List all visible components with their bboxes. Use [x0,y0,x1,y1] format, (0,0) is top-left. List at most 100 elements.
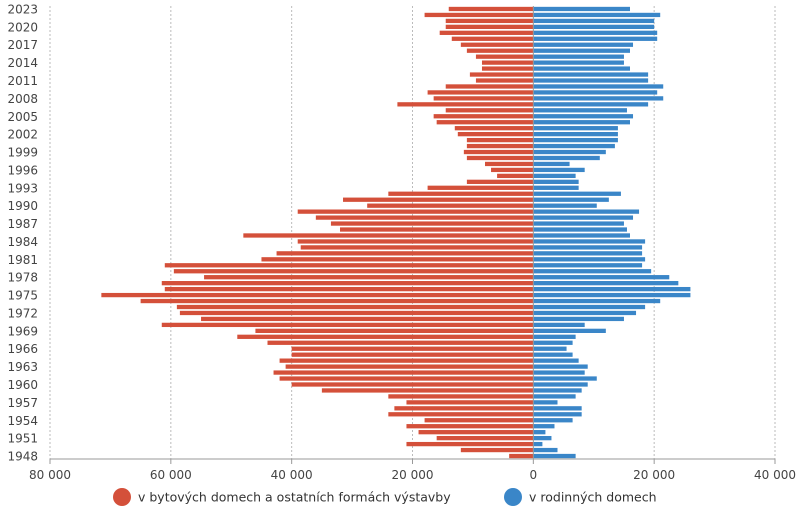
bar-apartment [466,137,534,143]
bar-apartment [164,286,534,292]
bar-apartment [481,66,534,71]
bar-family-house [533,120,630,125]
bar-apartment [469,72,534,77]
bar-apartment [291,382,534,387]
bar-apartment [448,6,534,12]
bar-apartment [340,227,534,232]
bar-family-house [533,251,643,256]
bar-family-house [533,12,661,18]
bar-family-house [533,453,576,459]
bar-family-house [533,233,630,238]
bar-family-house [533,441,543,447]
bar-family-house [533,322,585,328]
bar-apartment [255,328,534,333]
bar-apartment [424,12,534,18]
bar-apartment [451,36,534,41]
bar-apartment [297,239,534,244]
bar-apartment [497,173,534,179]
bar-family-house [533,447,558,453]
bar-apartment [406,441,534,447]
bar-family-house [533,316,624,322]
legend-label-apartment: v bytových domech a ostatních formách vý… [138,490,451,505]
bar-family-house [533,328,606,333]
bar-apartment [457,132,534,137]
bar-family-house [533,370,585,375]
bar-family-house [533,66,630,71]
y-tick-label: 1954 [7,414,38,428]
bar-family-house [533,310,637,316]
x-tick-label: 40 000 [754,468,796,482]
bar-family-house [533,126,618,131]
bar-apartment [291,352,534,357]
y-tick-label: 2005 [7,110,38,124]
y-tick-label: 2017 [7,38,38,52]
bar-family-house [533,179,579,184]
bar-apartment [261,257,534,262]
bar-apartment [173,269,534,274]
x-tick-label: 20 000 [633,468,675,482]
x-tick-label: 80 000 [29,468,71,482]
bar-apartment [388,191,534,196]
bar-family-house [533,132,618,137]
bar-family-house [533,298,661,304]
bar-apartment [433,96,534,101]
bar-apartment [439,30,534,35]
bar-family-house [533,400,558,405]
bar-family-house [533,257,646,262]
y-tick-label: 1951 [7,432,38,446]
bar-apartment [343,197,534,202]
bar-family-house [533,197,609,202]
bar-apartment [466,179,534,184]
y-tick-label: 1996 [7,163,38,177]
bar-family-house [533,394,576,399]
bar-family-house [533,281,679,286]
bar-apartment [161,322,534,328]
y-tick-label: 1948 [7,450,38,464]
y-tick-label: 1999 [7,146,38,160]
bar-apartment [466,143,534,149]
bar-apartment [101,292,534,298]
bar-apartment [315,215,534,220]
bar-apartment [140,298,534,304]
y-tick-label: 1960 [7,378,38,392]
y-tick-label: 1966 [7,342,38,356]
bar-apartment [445,84,534,89]
bar-family-house [533,364,588,369]
bar-family-house [533,424,555,429]
bar-family-house [533,292,691,298]
bar-apartment [273,370,534,375]
bar-family-house [533,376,597,381]
bar-family-house [533,418,573,423]
bar-apartment [291,346,534,351]
legend-marker-family-house [504,488,522,506]
bar-family-house [533,382,588,387]
legend-marker-apartment [113,488,131,506]
bar-family-house [533,48,630,53]
bar-family-house [533,352,573,357]
y-tick-label: 2002 [7,128,38,142]
bar-family-house [533,149,606,155]
bar-apartment [176,304,534,310]
bar-apartment [445,18,534,24]
bar-family-house [533,108,627,113]
bar-apartment [481,60,534,65]
bar-apartment [436,120,534,125]
y-tick-label: 2023 [7,2,38,16]
bar-apartment [388,394,534,399]
y-tick-label: 1963 [7,360,38,374]
bar-family-house [533,209,640,214]
y-tick-label: 1993 [7,181,38,195]
x-tick-label: 0 [530,468,538,482]
bar-apartment [466,48,534,53]
bar-family-house [533,334,576,339]
bar-apartment [164,263,534,268]
bar-apartment [427,90,534,95]
bar-family-house [533,18,655,24]
y-tick-label: 1990 [7,199,38,213]
x-tick-label: 20 000 [392,468,434,482]
y-tick-label: 1978 [7,271,38,285]
bar-family-house [533,60,624,65]
bar-family-house [533,388,582,393]
bar-apartment [321,388,534,393]
